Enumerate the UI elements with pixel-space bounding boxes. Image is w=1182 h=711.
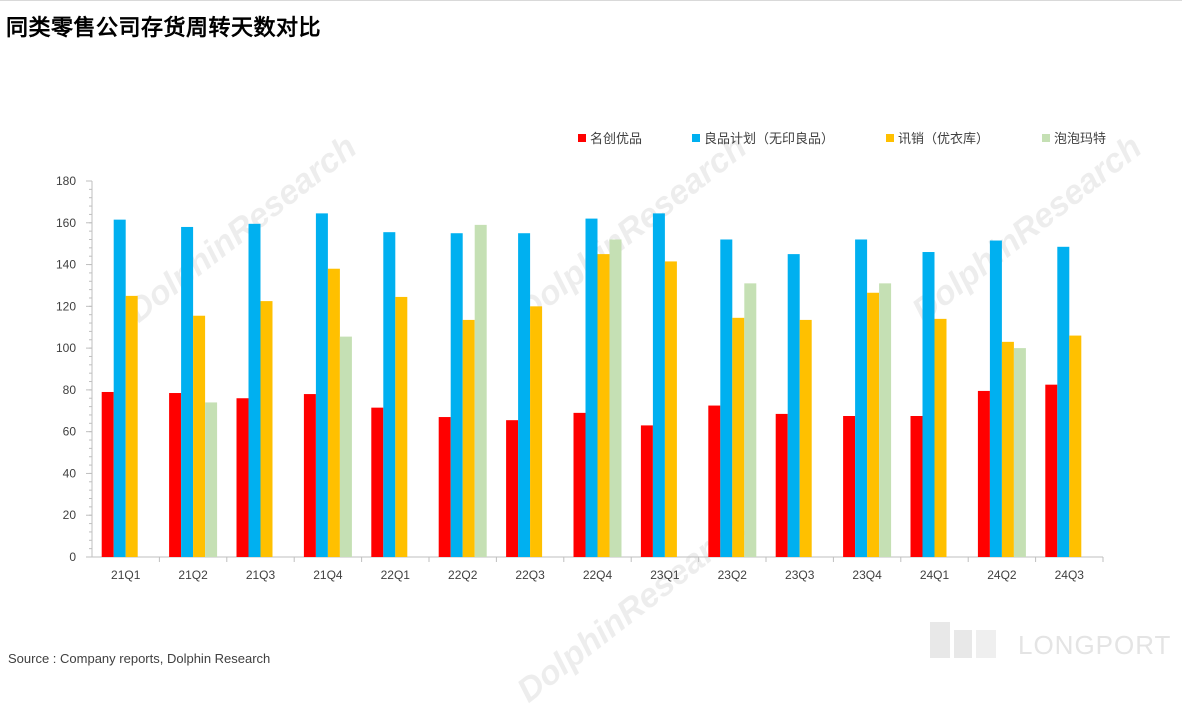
legend-swatch: [886, 134, 894, 142]
y-tick-label: 40: [63, 466, 77, 480]
y-tick-label: 160: [56, 216, 76, 230]
legend-swatch: [578, 134, 586, 142]
x-tick-label: 22Q1: [381, 568, 411, 582]
bar: [843, 416, 856, 557]
y-tick-label: 60: [63, 425, 77, 439]
bars: [101, 213, 1082, 558]
bar: [922, 252, 935, 557]
bar: [1045, 384, 1058, 557]
bar: [775, 413, 788, 557]
bar: [879, 283, 892, 557]
bar: [934, 318, 947, 557]
y-tick-label: 140: [56, 258, 76, 272]
bar: [395, 296, 408, 557]
x-tick-label: 24Q2: [987, 568, 1017, 582]
bar: [181, 226, 194, 557]
bar: [371, 407, 384, 557]
bar: [193, 315, 206, 557]
bar: [248, 223, 261, 558]
x-tick-label: 23Q1: [650, 568, 680, 582]
bar: [205, 402, 218, 557]
legend-label: 泡泡玛特: [1054, 132, 1106, 147]
bar: [125, 295, 138, 557]
bar: [462, 319, 475, 557]
bar: [474, 224, 487, 557]
bar: [977, 390, 990, 557]
legend-label: 名创优品: [590, 131, 642, 147]
y-tick-label: 120: [56, 299, 76, 313]
longport-logo-icon: [930, 622, 996, 658]
x-tick-label: 21Q4: [313, 568, 343, 582]
y-tick-label: 180: [56, 174, 76, 188]
bar: [609, 239, 622, 557]
legend-label: 讯销（优衣库）: [898, 131, 989, 147]
bar: [260, 301, 273, 557]
legend: 名创优品 良品计划（无印良品） 讯销（优衣库） 泡泡玛特: [578, 131, 1106, 147]
bar: [855, 239, 868, 557]
bar: [585, 218, 598, 557]
bar: [339, 336, 352, 557]
bar: [327, 268, 340, 557]
x-tick-label: 21Q2: [178, 568, 208, 582]
legend-swatch: [1042, 134, 1050, 142]
bar: [303, 394, 316, 557]
y-tick-label: 80: [63, 383, 77, 397]
x-tick-label: 21Q3: [246, 568, 276, 582]
chart-canvas: 名创优品 良品计划（无印良品） 讯销（优衣库） 泡泡玛特 21Q1 21Q2 21Q3 21…: [56, 131, 1106, 582]
y-tick-label: 100: [56, 341, 76, 355]
bar: [597, 254, 610, 557]
bar: [113, 219, 126, 557]
x-tick-label: 24Q1: [920, 568, 950, 582]
bar: [664, 261, 677, 557]
bar: [1069, 335, 1082, 557]
x-tick-label: 22Q3: [515, 568, 545, 582]
watermark-brand: LONGPORT: [1018, 630, 1172, 660]
bar: [573, 412, 586, 557]
source-note: Source : Company reports, Dolphin Resear…: [8, 651, 271, 666]
bar: [530, 306, 543, 557]
bar: [518, 233, 531, 557]
legend-swatch: [692, 134, 700, 142]
bar: [989, 240, 1002, 558]
bar: [787, 254, 800, 557]
y-tick-label: 0: [69, 550, 76, 564]
bar: [1001, 341, 1014, 557]
x-tick-label: 23Q3: [785, 568, 815, 582]
bar: [744, 283, 757, 557]
bar: [506, 420, 519, 557]
bar: [720, 239, 733, 557]
x-tick-label: 23Q4: [852, 568, 882, 582]
bar: [910, 416, 923, 557]
bar: [640, 425, 653, 557]
x-tick-label: 21Q1: [111, 568, 141, 582]
bar: [708, 405, 721, 557]
y-tick-labels: 0 20 40 60 80 100 120 140 160 180: [56, 174, 76, 564]
bar: [315, 213, 328, 557]
bar: [867, 292, 880, 557]
x-tick-label: 22Q2: [448, 568, 478, 582]
x-tick-label: 24Q3: [1055, 568, 1085, 582]
x-tick-labels: 21Q1 21Q2 21Q3 21Q4 22Q1 22Q2 22Q3 22Q4 23Q1 23Q2…: [111, 568, 1084, 582]
legend-label: 良品计划（无印良品）: [704, 131, 834, 147]
bar: [799, 319, 812, 557]
bar: [169, 393, 182, 557]
bar: [101, 391, 114, 557]
x-tick-label: 23Q2: [718, 568, 748, 582]
x-tick-label: 22Q4: [583, 568, 613, 582]
top-border: [0, 0, 1182, 1]
bar: [236, 398, 249, 557]
bar: [383, 232, 396, 557]
bar: [652, 213, 665, 557]
bar: [732, 317, 745, 557]
bar: [438, 417, 451, 557]
bar: [1013, 348, 1026, 557]
bar: [1057, 246, 1070, 558]
y-tick-label: 20: [63, 508, 77, 522]
bar: [450, 233, 463, 557]
chart-title: 同类零售公司存货周转天数对比: [6, 16, 322, 41]
